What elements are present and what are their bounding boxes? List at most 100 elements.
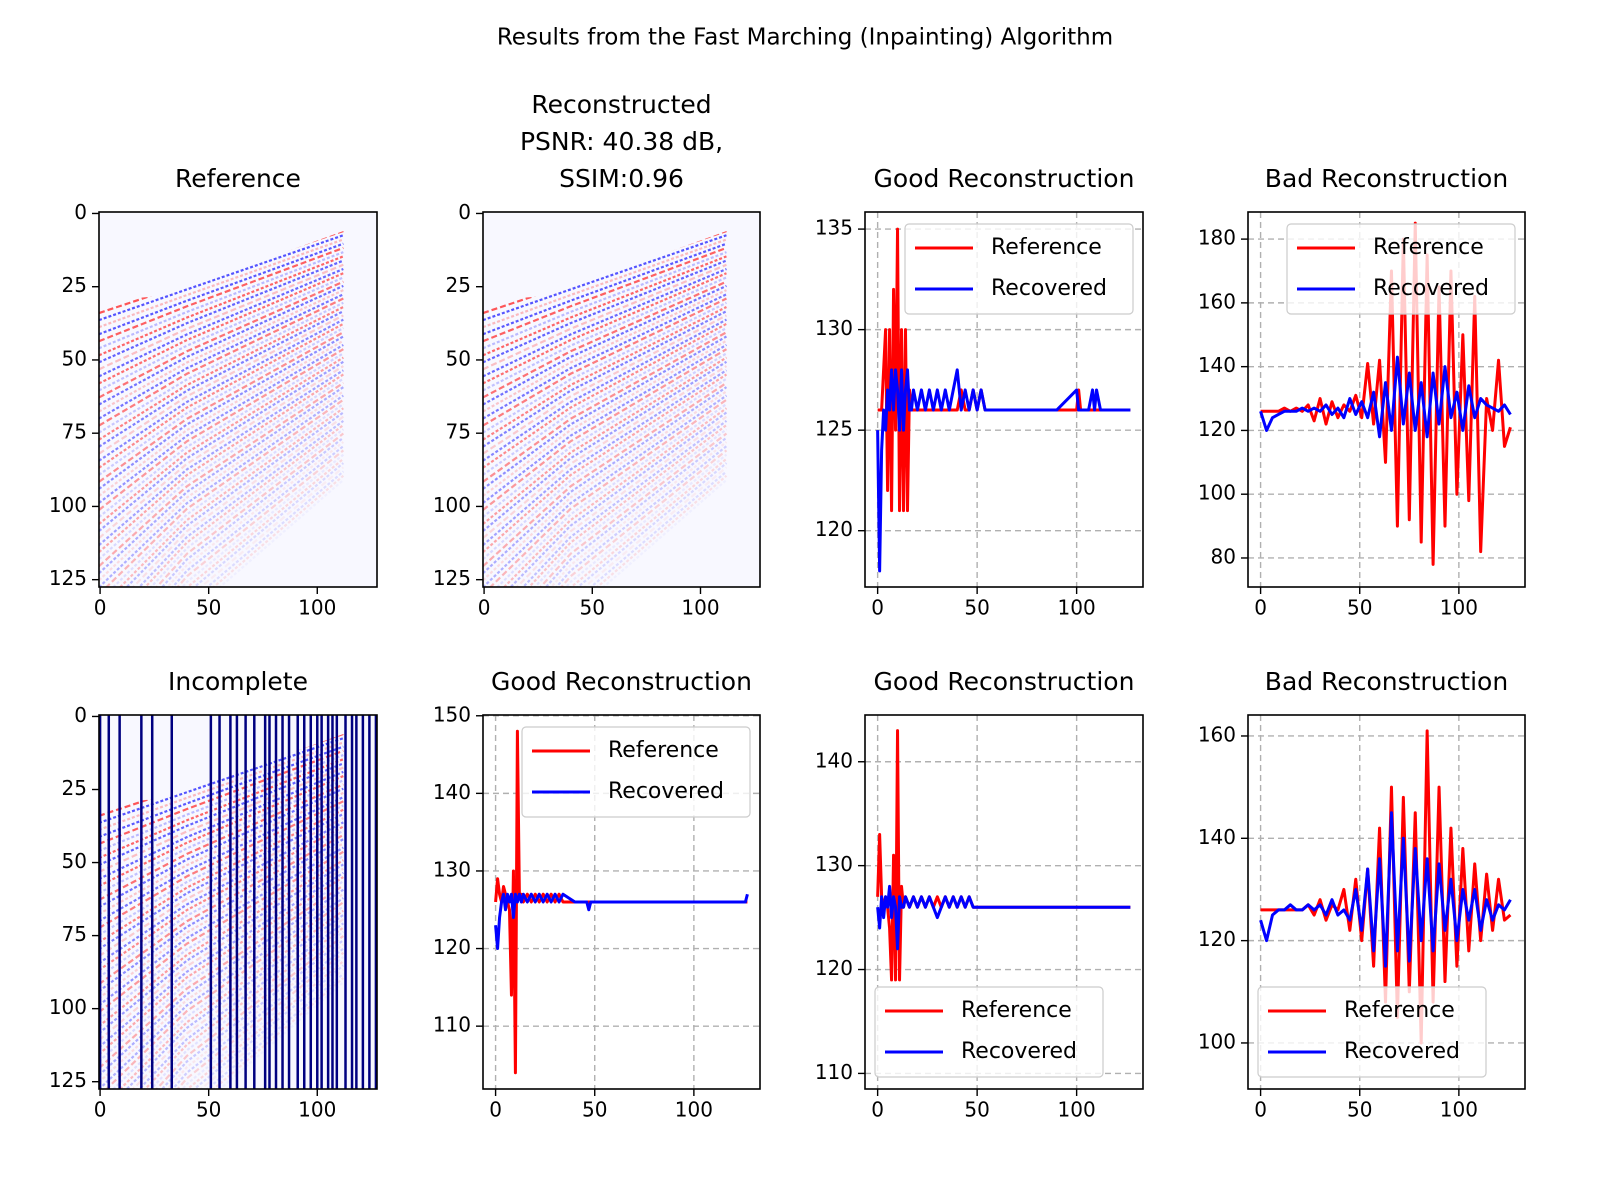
y-tick-label: 75 [446, 420, 471, 444]
image-texture [99, 905, 344, 1089]
image-texture [99, 829, 344, 978]
axes-title: Bad Reconstruction [1265, 164, 1508, 193]
y-tick-label: 25 [446, 273, 471, 297]
image-texture [99, 821, 344, 964]
y-tick-label: 130 [815, 316, 853, 340]
image-texture [99, 390, 344, 582]
y-tick-label: 120 [433, 935, 471, 959]
image-texture [99, 901, 344, 1089]
x-tick-label: 0 [489, 1098, 502, 1122]
image-texture [99, 914, 344, 1089]
image-texture [99, 825, 344, 971]
image-background [99, 212, 377, 587]
image-texture [99, 272, 344, 385]
y-tick-label: 100 [49, 493, 87, 517]
image-texture [99, 284, 344, 406]
image-texture [99, 762, 344, 866]
axes-title: Good Reconstruction [874, 667, 1135, 696]
image-texture [99, 897, 344, 1089]
image-texture [99, 327, 344, 476]
image-texture [483, 436, 728, 587]
y-tick-label: 160 [1198, 289, 1236, 313]
image-texture [99, 930, 345, 1089]
image-texture [99, 956, 345, 1089]
x-tick-label: 0 [478, 596, 491, 620]
image-texture [99, 779, 344, 894]
image-texture [99, 234, 344, 322]
image-texture [99, 812, 344, 950]
axes-title: Incomplete [168, 667, 308, 696]
x-tick-label: 0 [1254, 596, 1267, 620]
image-texture [99, 876, 344, 1056]
image-texture [99, 377, 344, 560]
image-texture [99, 428, 345, 587]
image-texture [99, 407, 344, 587]
image-texture [99, 280, 344, 399]
image-texture [99, 458, 345, 587]
image-texture [99, 804, 344, 936]
image-texture [99, 909, 344, 1089]
series-line [876, 884, 1131, 951]
image-texture [99, 867, 344, 1042]
image-texture [483, 420, 728, 587]
image-texture [99, 246, 344, 343]
image-texture [99, 947, 345, 1089]
image-texture [99, 322, 344, 469]
axes-frame [482, 211, 761, 588]
image-texture [99, 263, 344, 371]
y-tick-label: 135 [815, 216, 853, 240]
image-texture [99, 242, 344, 336]
image-texture [99, 289, 344, 413]
x-tick-label: 0 [94, 596, 107, 620]
image-texture [99, 922, 344, 1089]
image-texture [99, 918, 344, 1089]
image-texture [99, 884, 344, 1070]
image-texture [99, 373, 344, 553]
image-texture [99, 238, 344, 329]
y-tick-label: 110 [433, 1013, 471, 1037]
image-texture [483, 297, 727, 427]
image-texture [99, 880, 344, 1063]
image-texture [483, 267, 727, 378]
image-texture [99, 453, 345, 587]
y-tick-label: 50 [62, 849, 87, 873]
image-texture [99, 766, 344, 873]
image-texture [99, 432, 345, 587]
y-tick-label: 140 [433, 780, 471, 804]
image-texture [99, 420, 344, 587]
figure-title: Results from the Fast Marching (Inpainti… [497, 25, 1113, 51]
image-texture [99, 382, 344, 568]
image-texture [99, 297, 344, 427]
y-tick-label: 75 [62, 922, 87, 946]
image-texture [483, 322, 727, 469]
image-texture [99, 842, 344, 1000]
image-texture [483, 458, 728, 587]
image-texture [99, 479, 345, 587]
image-texture [99, 855, 344, 1021]
image-texture [99, 276, 344, 392]
image-texture [483, 348, 728, 511]
image-texture [483, 415, 728, 587]
image-texture [483, 407, 728, 587]
y-tick-label: 25 [62, 776, 87, 800]
axes-frame [98, 211, 378, 588]
y-tick-label: 80 [1211, 544, 1236, 568]
plot-area [99, 212, 377, 587]
y-tick-label: 120 [815, 956, 853, 980]
y-tick-label: 0 [458, 200, 471, 224]
image-texture [99, 436, 345, 587]
axes-title: Good Reconstruction [874, 164, 1135, 193]
image-texture [483, 272, 727, 385]
x-tick-label: 50 [1347, 596, 1372, 620]
image-texture [99, 796, 344, 922]
image-texture [483, 255, 727, 357]
y-tick-label: 140 [1198, 353, 1236, 377]
axes-frame [864, 714, 1144, 1090]
legend-label: Recovered [961, 1039, 1077, 1064]
image-texture [483, 398, 728, 587]
y-tick-label: 50 [446, 346, 471, 370]
image-texture [99, 745, 344, 838]
image-texture [99, 305, 344, 441]
image-texture [483, 289, 727, 413]
